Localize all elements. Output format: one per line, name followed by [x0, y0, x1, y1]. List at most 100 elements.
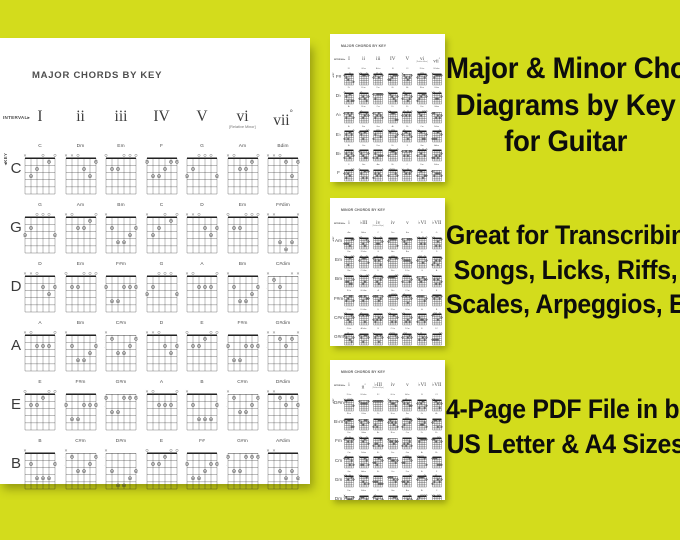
chord-name: G#m	[115, 380, 127, 385]
thumb-chord-name: E♭	[347, 125, 351, 128]
chord-diagram[interactable]: A	[142, 380, 182, 434]
chord-diagram[interactable]: G	[142, 262, 182, 316]
chord-diagram[interactable]: D	[182, 203, 222, 257]
chord-diagram[interactable]: D#dim	[263, 380, 303, 434]
thumb-chord-name: Fm	[347, 432, 351, 435]
chord-diagram[interactable]: F#dim	[263, 203, 303, 257]
chord-diagram[interactable]: B	[182, 380, 222, 434]
chord-diagram[interactable]: D#m 45	[101, 439, 141, 493]
thumb-title: MAJOR CHORDS BY KEY	[341, 44, 387, 48]
chord-diagram[interactable]: Bm	[223, 262, 263, 316]
thumb-chord-name: C#	[406, 68, 409, 70]
chord-diagram[interactable]: G	[182, 144, 222, 198]
thumb-fretboard	[343, 398, 355, 412]
chord-diagram[interactable]: A	[182, 262, 222, 316]
chord-diagram[interactable]: G#dim 45	[263, 321, 303, 375]
chord-diagram[interactable]: D	[20, 262, 60, 316]
thumb-interval-1: i	[348, 220, 350, 226]
thumb-fretboard	[401, 293, 413, 307]
chord-diagram[interactable]: G#m 45	[223, 439, 263, 493]
chord-diagram[interactable]: C#m 45	[101, 321, 141, 375]
thumb-chord-name: C	[435, 490, 438, 492]
thumb-chord-name: Cdim	[361, 413, 367, 416]
chord-diagram[interactable]: C#m 45	[61, 439, 101, 493]
thumb-fretboard	[358, 91, 370, 105]
chord-name: D#m	[115, 439, 127, 444]
chord-diagram[interactable]: Dm	[61, 144, 101, 198]
thumb-fretboard	[358, 332, 370, 346]
thumbnail-page-3[interactable]: MINOR CHORDS BY KEY INTERVAL▸ i ♭III iv [Re…	[330, 198, 445, 346]
thumb-fretboard	[431, 312, 443, 326]
thumb-fretboard	[372, 72, 384, 86]
thumb-chord-diagram: G	[430, 232, 444, 251]
thumb-chord-name: G	[377, 251, 379, 254]
chord-name: Bm	[238, 262, 247, 267]
chord-diagram[interactable]: Em	[61, 262, 101, 316]
chord-diagram[interactable]: E	[20, 380, 60, 434]
chord-name: D#dim	[275, 380, 291, 385]
chord-name: A	[200, 262, 204, 267]
page-title: MAJOR CHORDS BY KEY	[32, 70, 163, 81]
chord-name: D	[159, 321, 164, 326]
chord-diagram[interactable]: C#m 45	[223, 380, 263, 434]
thumb-key-row-F: F F Gm Am B♭ C Dm Edim 34	[330, 164, 445, 182]
thumb-chord-diagram: Fm	[415, 106, 429, 125]
thumb-interval-row: INTERVAL▸ i ♭III iv [Relative Major] iv v ♭VI ♭…	[330, 220, 445, 231]
thumb-fretboard	[431, 274, 443, 288]
chord-diagram[interactable]: B	[20, 439, 60, 493]
thumb-chord-diagram: A#dim	[357, 328, 371, 346]
chord-diagram[interactable]: A#dim	[263, 439, 303, 493]
thumb-fretboard	[401, 274, 413, 288]
chord-name: Am	[76, 203, 85, 208]
thumb-fretboard	[372, 312, 384, 326]
chord-diagram[interactable]: F#m	[101, 262, 141, 316]
chord-diagram[interactable]: C	[20, 144, 60, 198]
chord-diagram[interactable]: G	[20, 203, 60, 257]
thumb-chord-name: A♭	[347, 106, 351, 109]
chord-diagram[interactable]: F#	[182, 439, 222, 493]
chord-diagram[interactable]: D	[142, 321, 182, 375]
thumb-chord-diagram: E	[415, 328, 429, 346]
chord-diagram[interactable]: F#m	[223, 321, 263, 375]
thumb-chord-name: B♭	[347, 144, 351, 147]
thumb-fretboard	[416, 474, 428, 488]
thumb-fretboard	[401, 168, 413, 182]
chord-diagram[interactable]: Bm	[101, 203, 141, 257]
thumb-chord-name: F	[377, 490, 379, 492]
chord-diagram[interactable]: A	[20, 321, 60, 375]
fretboard	[266, 210, 300, 254]
thumb-fretboard	[372, 129, 384, 143]
thumb-chord-diagram: C	[371, 232, 385, 251]
chord-diagram[interactable]: Am	[61, 203, 101, 257]
thumb-fretboard	[387, 236, 399, 250]
thumb-chord-diagram: B	[415, 394, 429, 413]
thumb-chord-name: B	[392, 68, 394, 70]
fretboard: 45	[267, 269, 300, 313]
chord-diagram[interactable]: G#m 45	[101, 380, 141, 434]
svg-text:6: 6	[372, 96, 373, 98]
chord-diagram[interactable]: Em	[101, 144, 141, 198]
thumbnail-page-4[interactable]: MINOR CHORDS BY KEY INTERVAL▸ i ii° ♭III [R…	[330, 360, 445, 500]
thumb-fretboard	[343, 148, 355, 162]
chord-diagram[interactable]: F	[142, 144, 182, 198]
chord-diagram[interactable]: Bdim	[263, 144, 303, 198]
chord-diagram[interactable]: Am	[223, 144, 263, 198]
thumb-chord-name: Ddim	[361, 451, 367, 454]
thumb-chord-diagram: Cm34	[371, 106, 385, 125]
thumb-fretboard	[401, 91, 413, 105]
chord-diagram[interactable]: E	[182, 321, 222, 375]
promo-usecases: Great for Transcribing Songs, Licks, Rif…	[446, 221, 680, 326]
chord-diagram[interactable]: Bm	[61, 321, 101, 375]
chord-diagram[interactable]: E	[142, 439, 182, 493]
fretboard	[185, 446, 219, 490]
chord-diagram[interactable]: F#m	[61, 380, 101, 434]
chord-diagram[interactable]: C#dim 45	[263, 262, 303, 316]
chord-diagram[interactable]: Em	[223, 203, 263, 257]
chord-diagram[interactable]: C	[142, 203, 182, 257]
thumb-fretboard: 23	[387, 436, 399, 450]
thumb-chord-diagram: B	[386, 68, 400, 87]
